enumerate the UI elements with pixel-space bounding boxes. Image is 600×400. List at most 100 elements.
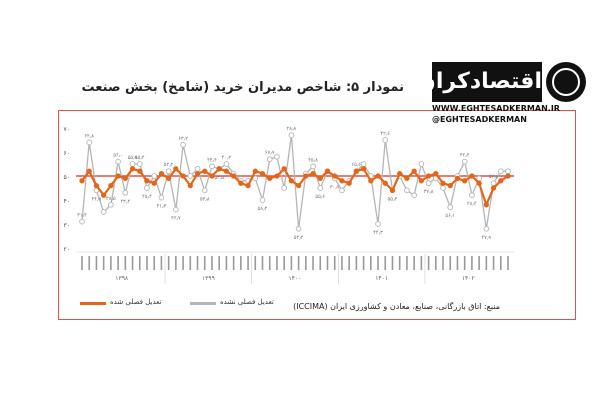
data-point-seasonal	[368, 178, 374, 184]
data-point-seasonal	[281, 166, 287, 172]
x-tick-mark	[485, 256, 488, 270]
x-tick-mark	[297, 256, 300, 270]
data-point-seasonal	[158, 170, 165, 177]
x-tick-mark	[377, 256, 379, 270]
x-tick-mark	[81, 256, 83, 270]
x-tick-mark	[305, 256, 307, 270]
x-tick-mark	[247, 256, 249, 270]
data-point-seasonal	[375, 173, 381, 179]
x-tick-mark	[370, 256, 372, 270]
x-tick-mark	[211, 256, 213, 270]
data-label: ۴۴٫۳	[373, 230, 383, 236]
data-point-raw	[483, 225, 490, 232]
data-label: ۴۲٫۶	[380, 131, 390, 137]
data-point-seasonal	[324, 168, 331, 174]
data-point-seasonal	[137, 168, 143, 174]
x-tick-mark	[442, 256, 444, 270]
data-label: ۳۰٫۷	[330, 184, 340, 190]
data-label: ۵۴٫۴	[294, 235, 304, 241]
x-tick-mark	[333, 256, 336, 270]
data-point-raw	[295, 225, 302, 232]
x-tick-mark	[391, 256, 394, 270]
legend-swatch-seasonal	[80, 302, 106, 305]
data-point-seasonal	[440, 180, 446, 186]
chart-title: نمودار ۵: شاخص مدیران خرید (شامخ) بخش صن…	[81, 80, 404, 95]
data-point-seasonal	[129, 166, 136, 172]
y-tick-label: ۲۰	[64, 246, 70, 253]
data-point-raw	[425, 180, 432, 187]
data-label: ۵۲٫۸	[489, 174, 499, 180]
data-point-seasonal	[238, 180, 244, 186]
x-tick-mark	[478, 256, 480, 270]
data-point-raw	[158, 194, 165, 201]
x-tick-mark	[427, 256, 430, 270]
data-label: ۴۴٫۴	[207, 157, 217, 163]
data-label: ۴۷٫۹	[481, 235, 491, 241]
x-tick-mark	[254, 256, 257, 270]
data-point-seasonal	[245, 182, 251, 189]
data-point-seasonal	[144, 178, 150, 184]
x-tick-mark	[175, 256, 177, 270]
data-point-seasonal	[122, 175, 128, 182]
data-point-seasonal	[411, 168, 417, 174]
x-tick-mark	[471, 256, 473, 270]
data-label: ۶۷٫۷	[265, 150, 275, 156]
data-label: ۵۲٫۲	[164, 162, 174, 168]
x-tick-mark	[398, 256, 401, 270]
data-label: ۴۴٫۹	[92, 196, 102, 202]
data-point-raw	[115, 158, 121, 165]
data-point-raw	[108, 201, 114, 208]
data-point-raw	[266, 156, 273, 163]
data-point-seasonal	[505, 173, 511, 179]
logo-wordmark: اقتصادکران	[417, 62, 542, 102]
x-tick-mark	[319, 256, 322, 270]
data-point-seasonal	[151, 180, 157, 186]
data-label: ۴۲٫۴	[460, 153, 470, 159]
x-tick-mark	[384, 256, 387, 270]
data-point-seasonal	[165, 175, 172, 182]
x-tick-mark	[196, 256, 199, 270]
data-point-seasonal	[389, 187, 396, 194]
x-tick-mark	[290, 256, 293, 270]
data-label: ۵۸٫۴	[258, 206, 268, 212]
data-point-raw	[497, 168, 504, 175]
data-point-seasonal	[209, 173, 215, 179]
data-point-seasonal	[490, 185, 497, 191]
year-label: ۱۴۰۲	[462, 275, 475, 282]
data-point-raw	[194, 165, 201, 172]
data-label: ۵۵٫۴	[135, 155, 145, 161]
data-point-raw	[223, 161, 230, 167]
logo-seal-icon	[546, 62, 586, 102]
x-tick-mark	[203, 256, 206, 270]
data-point-seasonal	[216, 166, 222, 172]
data-point-raw	[447, 204, 454, 211]
data-point-raw	[209, 163, 215, 170]
data-point-seasonal	[180, 173, 186, 179]
data-point-raw	[274, 153, 280, 160]
data-label: ۴۱٫۳	[157, 204, 167, 210]
data-point-raw	[440, 185, 446, 191]
data-point-raw	[375, 221, 381, 227]
x-tick-mark	[348, 256, 350, 270]
data-point-seasonal	[433, 170, 439, 177]
data-point-raw	[259, 197, 266, 203]
data-point-seasonal	[425, 173, 432, 179]
data-point-raw	[461, 158, 468, 165]
logo-handle: @EGHTESADKERMAN	[432, 115, 527, 124]
x-tick-mark	[240, 256, 242, 270]
x-tick-mark	[362, 256, 365, 270]
year-label: ۱۳۹۸	[115, 275, 129, 282]
x-tick-mark	[434, 256, 437, 270]
x-tick-mark	[420, 256, 423, 270]
data-point-raw	[136, 161, 143, 167]
brand-logo: اقتصادکران WWW.EGHTESADKERMAN.IR @EGHTES…	[417, 62, 590, 128]
y-tick-label: ۶۰	[64, 150, 70, 157]
data-point-seasonal	[332, 173, 338, 179]
x-tick-mark	[182, 256, 184, 270]
x-tick-mark	[326, 256, 329, 270]
data-point-raw	[404, 187, 410, 194]
data-label: ۵۴٫۵	[214, 175, 224, 181]
data-label: ۴۳٫۴	[120, 199, 130, 205]
data-label: ۵۵٫۳	[388, 196, 398, 202]
data-point-seasonal	[259, 170, 266, 177]
